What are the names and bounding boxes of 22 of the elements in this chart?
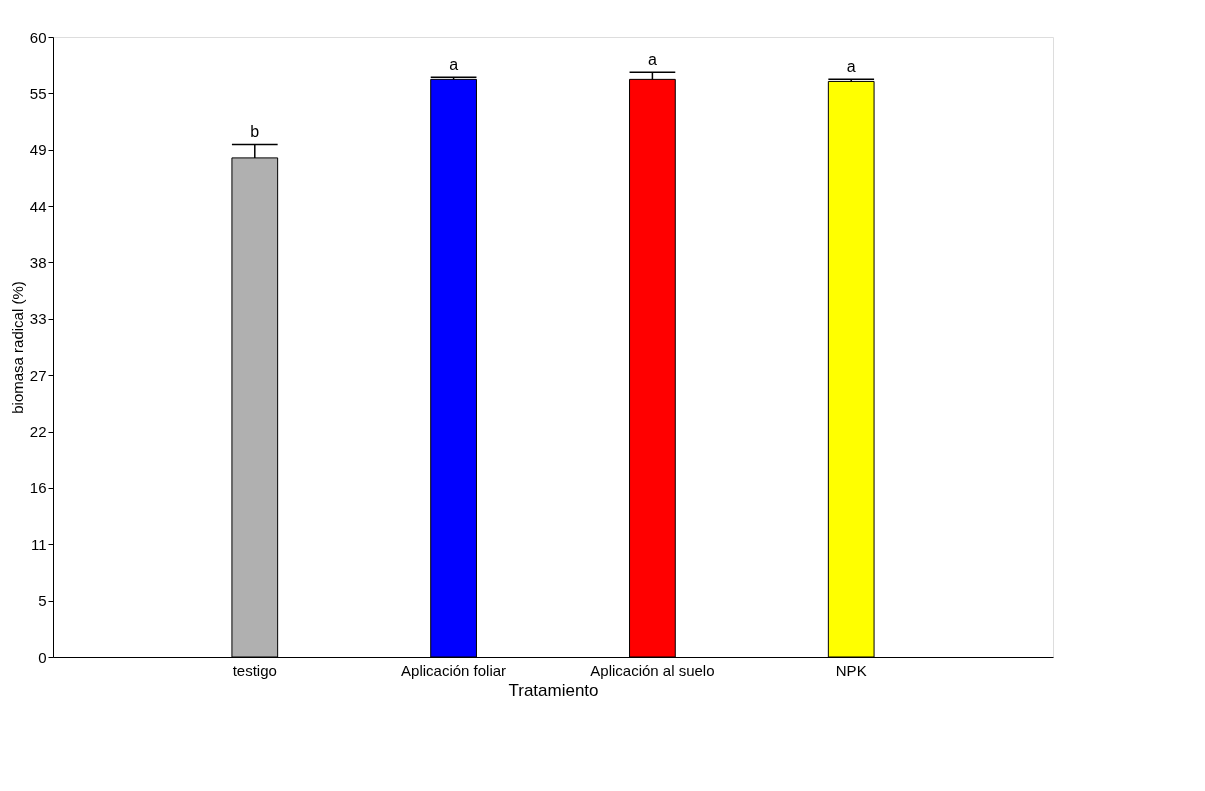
y-tick-label: 33 [29, 310, 47, 328]
annotation: a [647, 51, 657, 69]
annotation: a [449, 56, 459, 74]
y-tick-label: 27 [29, 366, 47, 384]
y-tick-label: 44 [29, 197, 47, 215]
annotation: a [846, 58, 856, 76]
x-tick-label: NPK [835, 661, 867, 679]
x-tick-label: Aplicación al suelo [590, 661, 715, 679]
x-tick-label: Aplicación foliar [401, 661, 507, 679]
y-tick-label: 22 [29, 423, 47, 441]
x-axis-title: Tratamiento [508, 680, 599, 700]
y-tick-label: 5 [38, 592, 47, 610]
y-tick-label: 0 [38, 648, 47, 666]
y-axis-title: biomasa radical (%) [8, 281, 26, 414]
y-tick-label: 16 [29, 479, 47, 497]
x-tick-label: testigo [232, 661, 277, 679]
y-tick-label: 11 [30, 535, 47, 553]
y-tick-label: 55 [29, 84, 47, 102]
y-tick-label: 49 [29, 141, 47, 159]
y-tick-label: 38 [29, 253, 47, 271]
annotation: b [250, 123, 260, 141]
y-tick-label: 60 [29, 28, 47, 46]
